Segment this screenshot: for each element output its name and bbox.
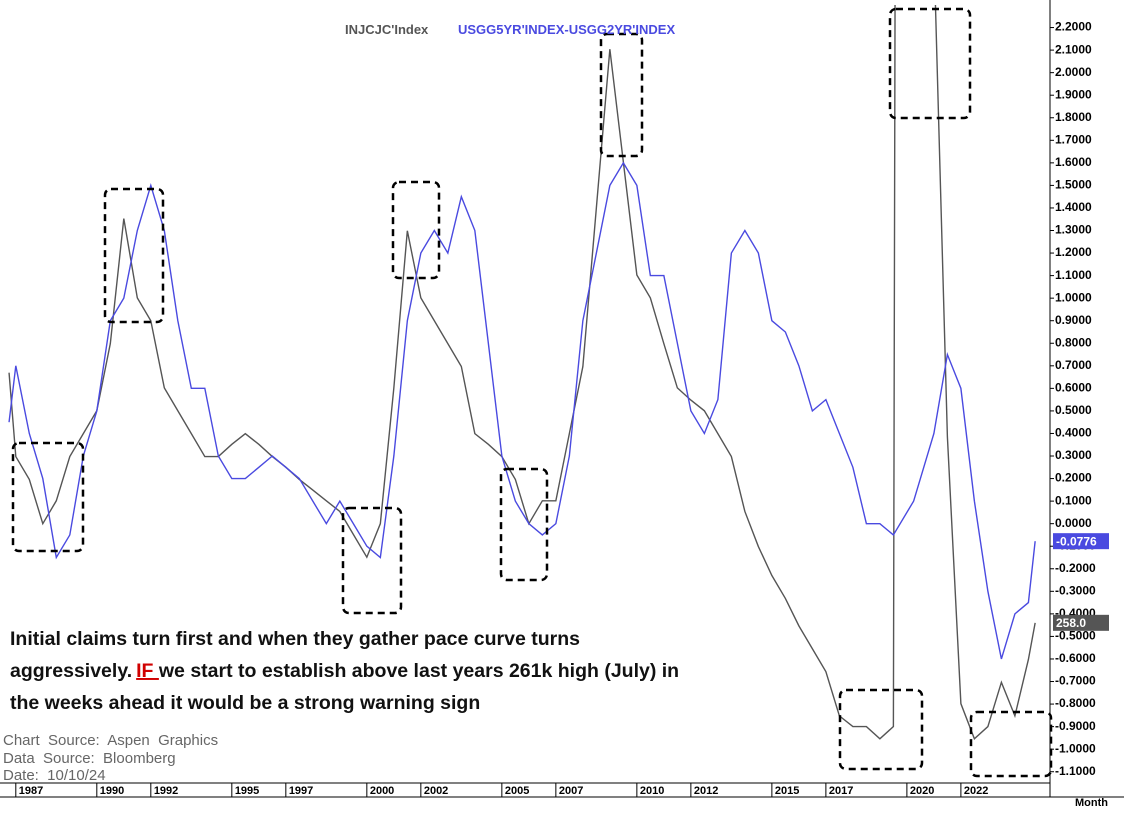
y-tick-label: 0.1000 [1055, 493, 1092, 507]
last-value-label: -0.0776 [1056, 534, 1097, 548]
y-tick-label: -0.9000 [1055, 719, 1096, 733]
highlight-box [103, 187, 165, 324]
legend-entry: INJCJC'Index [345, 22, 429, 37]
annotation-background [5, 622, 785, 720]
highlight-boxes [11, 7, 1053, 778]
last-value-box [1053, 614, 1109, 631]
last-value-box [1053, 533, 1109, 550]
series-line [8, 5, 1036, 740]
y-tick-label: 1.4000 [1055, 200, 1092, 214]
y-tick-label: 0.4000 [1055, 426, 1092, 440]
x-tick-label: 2002 [424, 785, 448, 797]
y-tick-label: 1.0000 [1055, 290, 1092, 304]
highlight-box [888, 7, 972, 120]
y-tick-label: 2.2000 [1055, 20, 1092, 34]
highlight-box [391, 180, 441, 280]
y-tick-label: 1.3000 [1055, 223, 1092, 237]
x-tick-label: 1995 [235, 785, 259, 797]
annotation: aggressively. IF we start to establish ab… [10, 660, 679, 682]
y-tick-label: -0.5000 [1055, 629, 1096, 643]
highlight-box [341, 506, 403, 615]
annotation-text: Initial claims turn first and when they … [10, 628, 580, 650]
last-value-label: 258.0 [1056, 616, 1086, 630]
y-tick-label: 0.0000 [1055, 516, 1092, 530]
y-tick-label: -0.3000 [1055, 583, 1096, 597]
x-tick-label: 1990 [100, 785, 124, 797]
y-tick-label: 0.5000 [1055, 403, 1092, 417]
x-tick-label: 2015 [775, 785, 799, 797]
x-tick-label: 2020 [910, 785, 934, 797]
source-text: Chart Source: Aspen Graphics [3, 732, 218, 749]
x-tick-label: 2000 [370, 785, 394, 797]
source-text: Date: 10/10/24 [3, 767, 106, 784]
x-tick-label: 2017 [829, 785, 853, 797]
series-line [8, 161, 1036, 660]
annotation-text: the weeks ahead it would be a strong war… [10, 692, 480, 714]
y-tick-label: 1.7000 [1055, 132, 1092, 146]
y-tick-label: 0.8000 [1055, 335, 1092, 349]
annotation-text: we start to establish above last years 2… [158, 660, 679, 682]
y-tick-label: 0.7000 [1055, 358, 1092, 372]
x-tick-label: 1997 [289, 785, 313, 797]
x-tick-label: 1992 [154, 785, 178, 797]
y-tick-label: -0.6000 [1055, 651, 1096, 665]
x-tick-label: 2005 [505, 785, 529, 797]
x-tick-label: 2007 [559, 785, 583, 797]
y-tick-label: 1.5000 [1055, 178, 1092, 192]
y-tick-label: 0.9000 [1055, 313, 1092, 327]
x-tick-label: 2022 [964, 785, 988, 797]
highlight-box [838, 688, 924, 771]
highlight-box [969, 710, 1053, 778]
annotation-emphasis: IF [136, 660, 159, 682]
x-axis-label: Month [1075, 797, 1108, 809]
highlight-box [11, 441, 85, 553]
y-tick-label: 0.3000 [1055, 448, 1092, 462]
source-text: Data Source: Bloomberg [3, 750, 176, 767]
y-tick-label: -0.8000 [1055, 696, 1096, 710]
y-tick-label: 1.1000 [1055, 268, 1092, 282]
annotation-text: aggressively. [10, 660, 132, 682]
x-tick-label: 2010 [640, 785, 664, 797]
y-tick-label: -0.2000 [1055, 561, 1096, 575]
y-tick-label: 0.6000 [1055, 381, 1092, 395]
y-tick-label: -1.0000 [1055, 741, 1096, 755]
y-tick-label: 1.6000 [1055, 155, 1092, 169]
annotation: the weeks ahead it would be a strong war… [10, 692, 480, 714]
y-tick-label: 1.9000 [1055, 87, 1092, 101]
y-tick-label: 0.2000 [1055, 471, 1092, 485]
x-tick-label: 1987 [19, 785, 43, 797]
y-tick-label: -0.7000 [1055, 674, 1096, 688]
y-tick-label: 1.8000 [1055, 110, 1092, 124]
y-tick-label: 2.0000 [1055, 65, 1092, 79]
highlight-box [499, 467, 549, 582]
highlight-box [599, 32, 644, 158]
y-tick-label: 2.1000 [1055, 42, 1092, 56]
y-tick-label: 1.2000 [1055, 245, 1092, 259]
legend-entry: USGG5YR'INDEX-USGG2YR'INDEX [458, 22, 675, 37]
annotation: Initial claims turn first and when they … [10, 628, 580, 650]
plot-area [8, 5, 1036, 740]
y-tick-label: -1.1000 [1055, 764, 1096, 778]
x-tick-label: 2012 [694, 785, 718, 797]
